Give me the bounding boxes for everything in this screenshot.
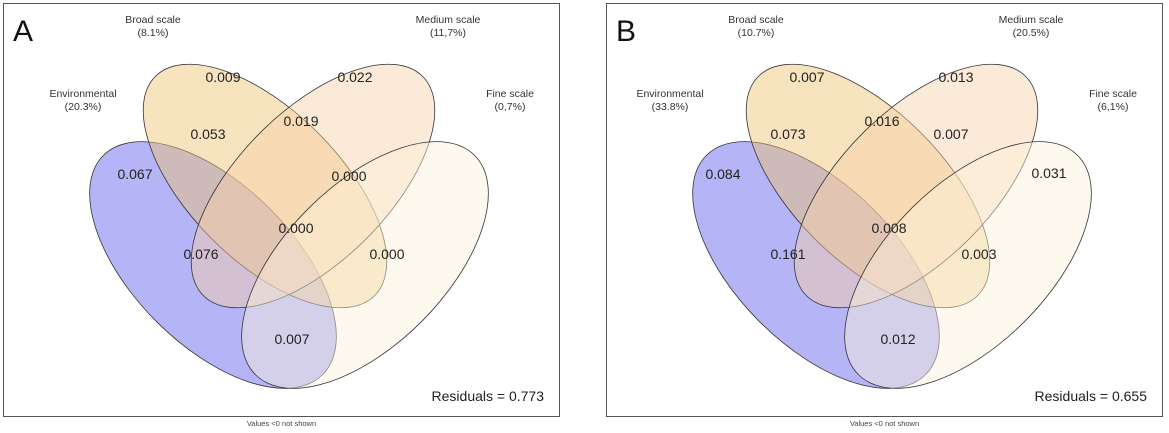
- label-medium-scale: Medium scale: [999, 14, 1064, 26]
- footnote: Values <0 not shown: [849, 419, 920, 428]
- value-env-only: 0.084: [705, 166, 740, 182]
- value-broad-medium-fine: 0.000: [331, 168, 366, 184]
- pct-environmental: (33.8%): [652, 101, 689, 113]
- value-fine-only: 0.031: [1031, 165, 1066, 181]
- footnote: Values <0 not shown: [246, 419, 317, 428]
- residuals-label: Residuals = 0.773: [432, 388, 545, 404]
- venn-diagram: B Broad scale (10.7%) Medium scale (20.5…: [616, 14, 1148, 404]
- pct-broad-scale: (10.7%): [738, 27, 775, 39]
- value-medium-only: 0.022: [337, 69, 372, 85]
- ellipse-fine-scale: [844, 141, 1092, 389]
- pct-medium-scale: (11,7%): [430, 27, 466, 39]
- value-env-fine: 0.012: [880, 331, 915, 347]
- value-broad-only: 0.009: [205, 69, 240, 85]
- value-broad-medium-fine: 0.007: [933, 126, 968, 142]
- label-medium-scale: Medium scale: [416, 14, 481, 26]
- residuals-label: Residuals = 0.655: [1035, 388, 1148, 404]
- label-environmental: Environmental: [49, 88, 116, 100]
- ellipse-medium-scale: [190, 63, 436, 309]
- ellipse-medium-scale: [793, 63, 1039, 309]
- value-medium-only: 0.013: [938, 69, 973, 85]
- ellipse-broad-scale: [745, 63, 991, 309]
- venn-panel-a: A Broad scale (8.1%) Medium scale (11,7%…: [3, 0, 563, 433]
- label-broad-scale: Broad scale: [125, 14, 181, 26]
- value-env-broad-fine: 0.076: [183, 246, 218, 262]
- label-fine-scale: Fine scale: [1089, 88, 1137, 100]
- value-env-broad-fine: 0.161: [770, 246, 805, 262]
- pct-environmental: (20.3%): [65, 101, 102, 113]
- value-all: 0.008: [871, 220, 906, 236]
- ellipse-fine-scale: [241, 141, 489, 389]
- venn-diagram: A Broad scale (8.1%) Medium scale (11,7%…: [13, 14, 545, 404]
- venn-panel-b: B Broad scale (10.7%) Medium scale (20.5…: [606, 0, 1166, 433]
- value-env-broad: 0.073: [770, 126, 805, 142]
- ellipse-environmental: [89, 141, 337, 389]
- panel-letter: B: [616, 15, 636, 48]
- panel-letter: A: [13, 15, 33, 48]
- pct-fine-scale: (0,7%): [495, 101, 526, 113]
- ellipse-broad-scale: [142, 63, 388, 309]
- label-fine-scale: Fine scale: [486, 88, 534, 100]
- label-environmental: Environmental: [636, 88, 703, 100]
- value-env-medium-fine: 0.000: [369, 246, 404, 262]
- pct-broad-scale: (8.1%): [138, 27, 169, 39]
- ellipse-environmental: [692, 141, 940, 389]
- pct-medium-scale: (20.5%): [1013, 27, 1050, 39]
- value-env-only: 0.067: [117, 166, 152, 182]
- value-all: 0.000: [278, 220, 313, 236]
- value-broad-medium: 0.019: [283, 113, 318, 129]
- value-broad-medium: 0.016: [864, 113, 899, 129]
- value-env-medium-fine: 0.003: [961, 246, 996, 262]
- value-broad-only: 0.007: [789, 69, 824, 85]
- label-broad-scale: Broad scale: [728, 14, 784, 26]
- value-env-broad: 0.053: [190, 126, 225, 142]
- value-env-fine: 0.007: [274, 331, 309, 347]
- pct-fine-scale: (6,1%): [1098, 101, 1129, 113]
